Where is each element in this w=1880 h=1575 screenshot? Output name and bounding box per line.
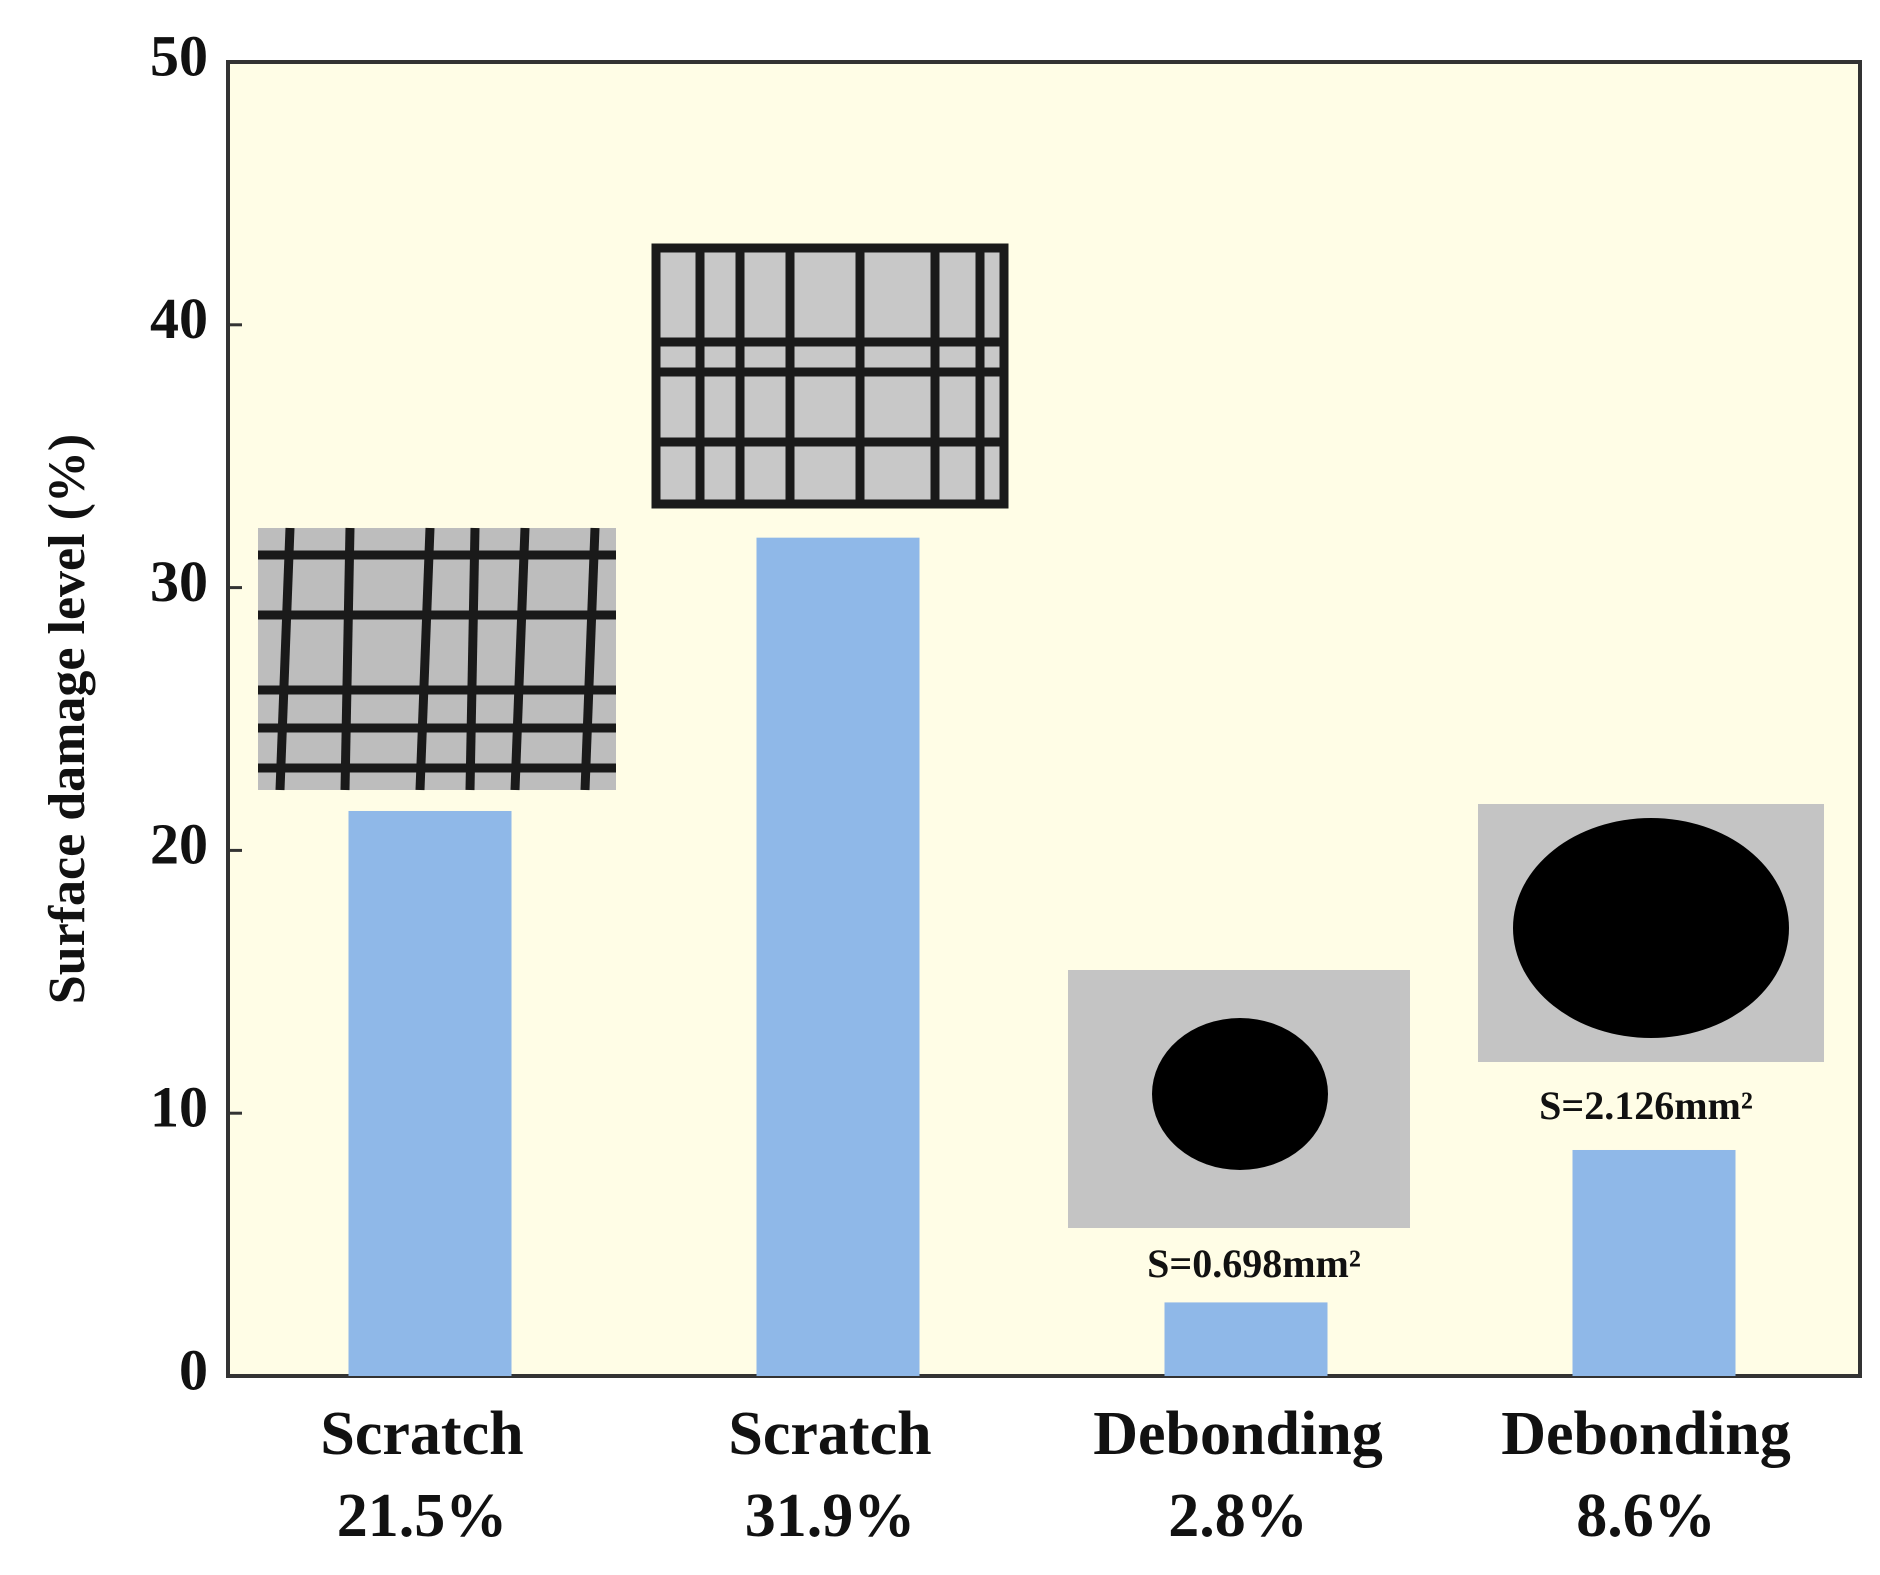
y-tick-label: 50 [150,23,208,88]
bar [756,537,920,1376]
y-axis-label: Surface damage level (%) [39,434,96,1004]
x-tick-label: Scratch [320,1400,523,1468]
value-label: 2.8% [1168,1482,1308,1550]
y-tick-label: 10 [150,1075,208,1140]
y-tick-label: 20 [150,812,208,877]
inset-image [258,527,616,791]
inset-image [1478,804,1824,1062]
bar [348,810,512,1376]
y-tick-label: 30 [150,549,208,614]
bar [1164,1302,1328,1376]
inset-image [651,243,1009,509]
annotation: S=2.126mm² [1539,1083,1753,1128]
annotation: S=0.698mm² [1147,1241,1361,1286]
y-tick-label: 40 [150,286,208,351]
plot-frame [226,60,1862,1378]
x-tick-label: Debonding [1093,1400,1382,1468]
x-tick-label: Debonding [1501,1400,1790,1468]
bar [1572,1149,1736,1376]
value-label: 21.5% [337,1482,508,1550]
y-tick-label: 0 [179,1337,208,1402]
inset-image [1068,970,1410,1228]
value-label: 31.9% [745,1482,916,1550]
x-tick-label: Scratch [728,1400,931,1468]
value-label: 8.6% [1576,1482,1716,1550]
